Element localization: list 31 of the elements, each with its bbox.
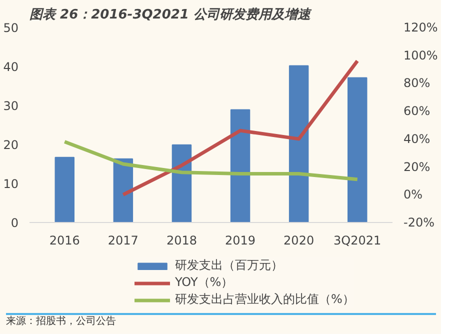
y-tick-label: 20 xyxy=(3,138,19,152)
y2-tick-label: 0% xyxy=(404,188,423,202)
x-tick-label: 2019 xyxy=(225,234,256,248)
x-tick-label: 3Q2021 xyxy=(334,234,382,248)
legend-label: 研发支出（百万元） xyxy=(175,257,283,274)
bar xyxy=(230,109,250,222)
x-tick-label: 2017 xyxy=(108,234,138,248)
source-note: 来源：招股书，公司公告 xyxy=(6,315,116,329)
y2-tick-label: 20% xyxy=(404,160,430,174)
y-tick-label: 10 xyxy=(3,177,19,191)
bar xyxy=(348,77,368,222)
bar xyxy=(54,156,74,222)
y2-tick-label: 120% xyxy=(404,20,438,34)
bar xyxy=(288,65,309,222)
x-tick-label: 2020 xyxy=(284,234,314,248)
legend-label: 研发支出占营业收入的比值（%） xyxy=(175,291,354,308)
y-tick-label: 30 xyxy=(3,99,19,113)
y-tick-label: 40 xyxy=(3,60,19,74)
chart-title: 图表 26：2016-3Q2021 公司研发费用及增速 xyxy=(30,8,312,22)
y2-tick-label: 80% xyxy=(404,76,430,90)
line-series xyxy=(62,140,360,182)
y-tick-label: 50 xyxy=(3,21,19,35)
line-series xyxy=(121,59,360,196)
y2-tick-label: 60% xyxy=(404,104,430,118)
y-tick-label: 0 xyxy=(10,216,19,230)
legend-label: YOY（%） xyxy=(175,274,234,291)
x-tick-label: 2016 xyxy=(49,234,80,248)
y2-tick-label: 100% xyxy=(404,48,438,62)
x-tick-label: 2018 xyxy=(166,234,198,248)
y2-tick-label: -20% xyxy=(404,216,435,230)
y2-tick-label: 40% xyxy=(404,132,430,146)
